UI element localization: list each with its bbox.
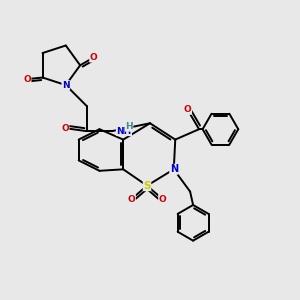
Text: O: O bbox=[159, 194, 167, 203]
Text: S: S bbox=[143, 181, 151, 191]
Text: O: O bbox=[90, 53, 98, 62]
Text: H: H bbox=[125, 122, 133, 131]
Text: O: O bbox=[184, 105, 192, 114]
Text: N: N bbox=[62, 81, 70, 90]
Text: O: O bbox=[23, 75, 31, 84]
Text: O: O bbox=[61, 124, 69, 133]
Text: NH: NH bbox=[116, 127, 132, 136]
Text: N: N bbox=[170, 164, 178, 174]
Text: O: O bbox=[128, 194, 135, 203]
